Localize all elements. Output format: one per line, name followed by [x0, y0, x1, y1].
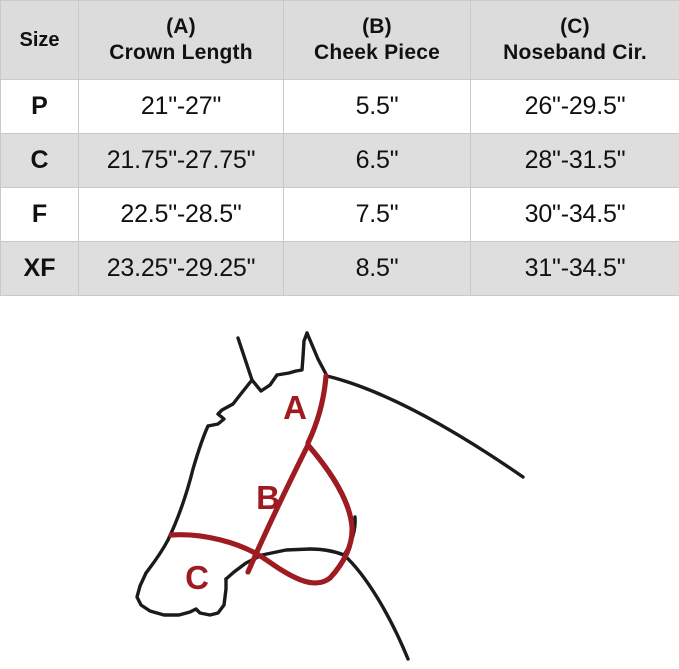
measure-label-b: B — [256, 479, 280, 516]
cell-noseband-cir: 28"-31.5" — [470, 133, 679, 188]
column-header-size: Size — [0, 0, 79, 80]
measure-line-noseband-c — [168, 532, 333, 586]
cell-cheek-piece: 7.5" — [283, 187, 471, 242]
horse-face-profile-line — [144, 424, 210, 575]
cell-crown-length: 21"-27" — [78, 79, 284, 134]
cell-crown-length: 22.5"-28.5" — [78, 187, 284, 242]
column-header-size-label: Size — [19, 28, 60, 51]
horse-muzzle-outline — [135, 571, 228, 617]
horse-throat-neck-line — [308, 547, 410, 661]
horse-left-ear-outline — [236, 336, 279, 393]
column-header-noseband-letter: (C) — [560, 15, 590, 39]
horse-head-illustration: A B C — [135, 331, 525, 661]
cell-crown-length: 21.75"-27.75" — [78, 133, 284, 188]
horse-mane-crest-line — [325, 374, 525, 479]
table-row: P 21"-27" 5.5" 26"-29.5" — [0, 79, 679, 134]
cell-cheek-piece: 5.5" — [283, 79, 471, 134]
column-header-crown-letter: (A) — [166, 15, 196, 39]
measure-line-crown-a — [305, 373, 329, 446]
table-row: C 21.75"-27.75" 6.5" 28"-31.5" — [0, 133, 679, 188]
size-chart-table: Size (A) Crown Length (B) Cheek Piece (C… — [0, 0, 679, 296]
table-header: Size (A) Crown Length (B) Cheek Piece (C… — [0, 0, 679, 80]
column-header-cheek-name: Cheek Piece — [314, 41, 440, 64]
cell-size: F — [0, 187, 79, 242]
column-header-crown-length: (A) Crown Length — [78, 0, 284, 80]
table-row: XF 23.25"-29.25" 8.5" 31"-34.5" — [0, 241, 679, 296]
cell-noseband-cir: 30"-34.5" — [470, 187, 679, 242]
cell-size: P — [0, 79, 79, 134]
horse-forehead-outline — [206, 378, 254, 428]
cell-size: C — [0, 133, 79, 188]
measure-line-cheek-outer-curve — [305, 442, 355, 581]
cell-crown-length: 23.25"-29.25" — [78, 241, 284, 296]
column-header-cheek-letter: (B) — [362, 15, 392, 39]
table-row: F 22.5"-28.5" 7.5" 30"-34.5" — [0, 187, 679, 242]
measure-label-a: A — [283, 389, 307, 426]
cell-cheek-piece: 8.5" — [283, 241, 471, 296]
column-header-cheek-piece: (B) Cheek Piece — [283, 0, 471, 80]
column-header-crown-name: Crown Length — [109, 41, 253, 64]
cell-size: XF — [0, 241, 79, 296]
column-header-noseband-name: Noseband Cir. — [503, 41, 647, 64]
cell-noseband-cir: 26"-29.5" — [470, 79, 679, 134]
table-body: P 21"-27" 5.5" 26"-29.5" C 21.75"-27.75"… — [0, 79, 679, 296]
horse-right-ear-outline — [305, 331, 329, 378]
cell-cheek-piece: 6.5" — [283, 133, 471, 188]
header-row: Size (A) Crown Length (B) Cheek Piece (C… — [0, 0, 679, 80]
horse-diagram-container: A B C — [0, 297, 679, 669]
cell-noseband-cir: 31"-34.5" — [470, 241, 679, 296]
column-header-noseband: (C) Noseband Cir. — [470, 0, 679, 80]
measure-label-c: C — [185, 559, 209, 596]
horse-poll-outline — [275, 331, 309, 377]
